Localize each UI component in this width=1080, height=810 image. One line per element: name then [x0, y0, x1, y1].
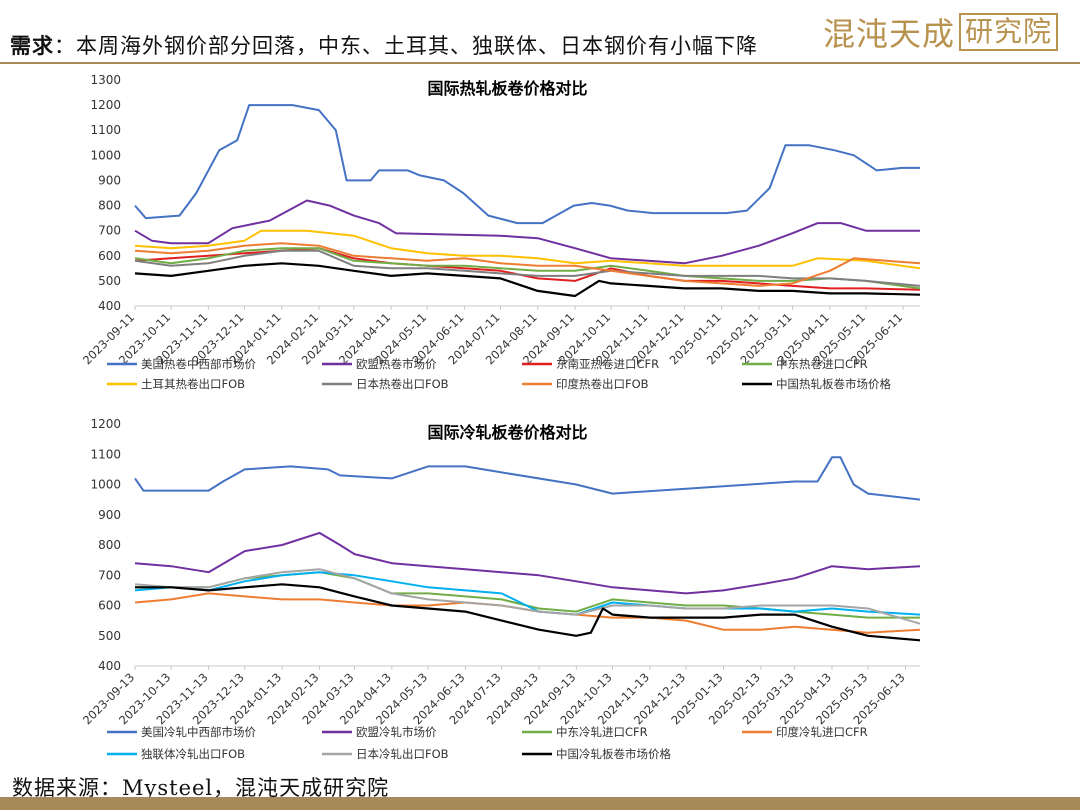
legend-item: 欧盟冷轧市场价 — [322, 725, 437, 739]
brand-logo: 混沌天成 研究院 — [822, 12, 1058, 53]
legend-label: 印度冷轧进口CFR — [776, 725, 868, 739]
series-line — [134, 568, 921, 625]
legend-item: 日本热卷出口FOB — [322, 377, 449, 391]
y-tick-label: 800 — [98, 199, 121, 213]
data-source: 数据来源：Mysteel，混沌天成研究院 — [12, 776, 390, 800]
series-line — [134, 571, 921, 616]
series-line — [134, 247, 921, 290]
y-tick-label: 1300 — [90, 73, 121, 87]
legend-label: 土耳其热卷出口FOB — [141, 377, 245, 391]
legend-item: 中东冷轧进口CFR — [522, 725, 648, 739]
legend-item: 日本冷轧出口FOB — [322, 747, 449, 761]
legend-label: 欧盟热卷市场价 — [356, 357, 437, 371]
y-tick-label: 1200 — [90, 417, 121, 431]
title-text: ：本周海外钢价部分回落，中东、土耳其、独联体、日本钢价有小幅下降 — [54, 34, 758, 58]
y-tick-label: 1200 — [90, 98, 121, 112]
legend-item: 欧盟热卷市场价 — [322, 357, 437, 371]
y-tick-label: 800 — [98, 538, 121, 552]
y-tick-label: 900 — [98, 508, 121, 522]
series-line — [134, 242, 921, 287]
legend-label: 日本冷轧出口FOB — [356, 747, 449, 761]
legend-label: 美国冷轧中西部市场价 — [141, 725, 256, 739]
y-tick-label: 600 — [98, 599, 121, 613]
legend-item: 印度热卷出口FOB — [522, 377, 649, 391]
page-title: 需求：本周海外钢价部分回落，中东、土耳其、独联体、日本钢价有小幅下降 — [10, 30, 758, 60]
series-line — [134, 199, 920, 265]
y-tick-label: 900 — [98, 173, 121, 187]
logo-box-text: 研究院 — [958, 13, 1058, 51]
legend-item: 中国冷轧板卷市场价格 — [522, 747, 671, 761]
y-tick-label: 400 — [98, 299, 121, 313]
y-tick-label: 700 — [98, 568, 121, 582]
legend-label: 东南亚热卷进口CFR — [556, 357, 659, 371]
legend-item: 独联体冷轧出口FOB — [107, 747, 245, 761]
series-line — [134, 531, 921, 595]
series-line — [134, 249, 921, 287]
legend-item: 印度冷轧进口CFR — [742, 725, 868, 739]
header-divider — [0, 62, 1080, 64]
legend-label: 美国热卷中西部市场价 — [141, 357, 256, 371]
chart-title: 国际冷轧板卷价格对比 — [427, 423, 587, 442]
cold-rolled-price-chart: 国际冷轧板卷价格对比 400 500 600 700 800 900 1000 1100 1200… — [80, 417, 921, 761]
legend-item: 中国热轧板卷市场价格 — [742, 377, 891, 391]
y-tick-label: 700 — [98, 224, 121, 238]
legend-label: 印度热卷出口FOB — [556, 377, 649, 391]
legend-label: 独联体冷轧出口FOB — [141, 747, 245, 761]
chart-title: 国际热轧板卷价格对比 — [427, 79, 587, 98]
y-tick-label: 1100 — [90, 447, 121, 461]
legend-label: 日本热卷出口FOB — [356, 377, 449, 391]
y-tick-label: 400 — [98, 659, 121, 673]
series-line — [134, 229, 921, 270]
legend-item: 土耳其热卷出口FOB — [107, 377, 245, 391]
series-line — [135, 583, 921, 642]
legend-label: 中东热卷进口CFR — [776, 357, 868, 371]
footer-band — [0, 797, 1080, 810]
legend-label: 中东冷轧进口CFR — [556, 725, 648, 739]
series-line — [134, 262, 921, 298]
y-tick-label: 500 — [98, 274, 121, 288]
title-prefix: 需求 — [10, 33, 54, 58]
legend-label: 中国热轧板卷市场价格 — [776, 377, 891, 391]
legend-item: 美国冷轧中西部市场价 — [107, 725, 256, 739]
legend-label: 中国冷轧板卷市场价格 — [556, 747, 671, 761]
y-tick-label: 1000 — [90, 478, 121, 492]
series-line — [134, 456, 921, 501]
legend-item: 美国热卷中西部市场价 — [107, 357, 256, 371]
legend-label: 欧盟冷轧市场价 — [356, 725, 437, 739]
y-tick-label: 1100 — [90, 123, 121, 137]
y-tick-label: 1000 — [90, 148, 121, 162]
logo-text: 混沌天成 — [822, 15, 955, 53]
hot-rolled-price-chart: 国际热轧板卷价格对比 400 500 600 700 800 900 1000 1100 1200… — [80, 73, 921, 391]
legend-item: 中东热卷进口CFR — [742, 357, 868, 371]
y-tick-label: 600 — [98, 249, 121, 263]
series-line — [134, 104, 920, 225]
legend-item: 东南亚热卷进口CFR — [522, 357, 659, 371]
y-tick-label: 500 — [98, 629, 121, 643]
